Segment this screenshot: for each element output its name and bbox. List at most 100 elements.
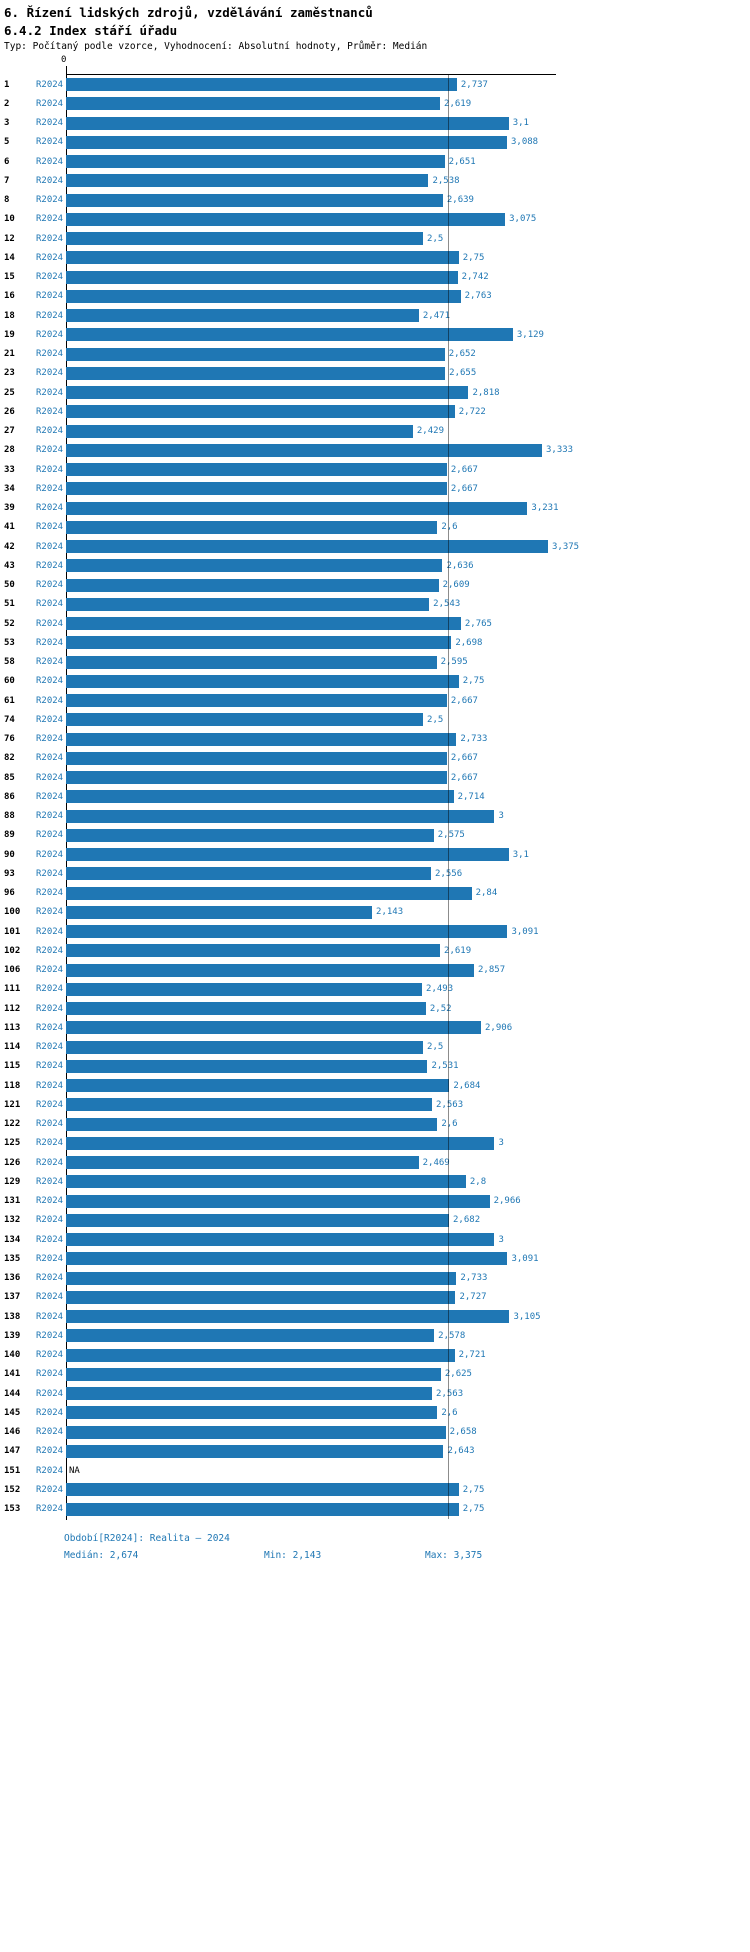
row-period-label: R2024 <box>36 1022 64 1033</box>
chart-subtitle: Typ: Počítaný podle vzorce, Vyhodnocení:… <box>4 41 428 52</box>
value-bar <box>66 1310 510 1323</box>
value-label: 2,742 <box>461 272 489 283</box>
axis-zero-label: 0 <box>61 55 67 65</box>
footer-min: Min: 2,143 <box>264 1550 322 1561</box>
row-id-label: 122 <box>4 1119 21 1130</box>
value-bar <box>66 520 438 534</box>
chart-row: 134 R2024 3 <box>0 1230 750 1249</box>
row-period-label: R2024 <box>36 926 64 937</box>
value-bar <box>66 1079 450 1092</box>
row-id-label: 53 <box>4 637 15 648</box>
value-bar <box>66 982 423 996</box>
value-label: 3,1 <box>512 849 529 860</box>
row-id-label: 93 <box>4 868 15 879</box>
row-id-label: 28 <box>4 445 15 456</box>
footer-period: Období[R2024]: Realita – 2024 <box>64 1533 230 1544</box>
row-period-label: R2024 <box>36 118 64 129</box>
row-id-label: 147 <box>4 1446 21 1457</box>
row-id-label: 126 <box>4 1157 21 1168</box>
row-period-label: R2024 <box>36 291 64 302</box>
value-bar <box>66 1387 433 1400</box>
chart-row: 50 R2024 2,609 <box>0 576 750 595</box>
row-period-label: R2024 <box>36 1119 64 1130</box>
axis-zero-tick <box>66 66 67 74</box>
row-id-label: 114 <box>4 1042 21 1053</box>
value-label: 2,652 <box>448 349 476 360</box>
chart-row: 58 R2024 2,595 <box>0 653 750 672</box>
row-id-label: 76 <box>4 734 15 745</box>
value-bar <box>66 944 441 958</box>
row-id-label: 8 <box>4 195 10 206</box>
chart-row: 121 R2024 2,563 <box>0 1095 750 1114</box>
value-bar <box>66 366 446 380</box>
value-bar <box>66 1444 444 1458</box>
chart-row: 101 R2024 3,091 <box>0 922 750 941</box>
row-id-label: 111 <box>4 984 21 995</box>
value-bar <box>66 1252 508 1266</box>
chart-row: 25 R2024 2,818 <box>0 383 750 402</box>
chart-row: 42 R2024 3,375 <box>0 537 750 556</box>
chart-row: 74 R2024 2,5 <box>0 710 750 729</box>
value-bar <box>66 905 373 919</box>
value-bar <box>66 1233 495 1246</box>
chart-row: 106 R2024 2,857 <box>0 961 750 980</box>
value-label: 2,493 <box>426 984 454 995</box>
chart-row: 15 R2024 2,742 <box>0 268 750 287</box>
row-id-label: 1 <box>4 79 10 90</box>
value-label: 2,857 <box>478 965 506 976</box>
value-bar <box>66 1367 441 1381</box>
value-label: 2,619 <box>444 98 472 109</box>
value-bar <box>66 713 424 727</box>
row-period-label: R2024 <box>36 1080 64 1091</box>
value-bar <box>66 174 429 188</box>
value-label: 2,429 <box>416 426 444 437</box>
row-period-label: R2024 <box>36 175 64 186</box>
row-period-label: R2024 <box>36 1311 64 1322</box>
value-label: 2,75 <box>462 676 485 687</box>
value-label: 3,075 <box>509 214 537 225</box>
row-id-label: 85 <box>4 772 15 783</box>
row-period-label: R2024 <box>36 1465 64 1476</box>
value-bar <box>66 193 443 207</box>
value-label: 3 <box>498 1234 504 1245</box>
value-label: 2,543 <box>433 599 461 610</box>
row-period-label: R2024 <box>36 1003 64 1014</box>
value-bar <box>66 347 445 361</box>
row-period-label: R2024 <box>36 984 64 995</box>
chart-row: 112 R2024 2,52 <box>0 999 750 1018</box>
row-period-label: R2024 <box>36 1484 64 1495</box>
chart-row: 145 R2024 2,6 <box>0 1403 750 1422</box>
value-label: 2,625 <box>444 1369 472 1380</box>
row-period-label: R2024 <box>36 1234 64 1245</box>
value-label: 2,609 <box>442 580 470 591</box>
value-label: 2,651 <box>448 156 476 167</box>
value-label: 3,375 <box>552 541 580 552</box>
row-period-label: R2024 <box>36 695 64 706</box>
value-label: 2,6 <box>441 1407 458 1418</box>
chart-row: 144 R2024 2,563 <box>0 1384 750 1403</box>
row-period-label: R2024 <box>36 599 64 610</box>
row-period-label: R2024 <box>36 1388 64 1399</box>
chart-row: 6 R2024 2,651 <box>0 152 750 171</box>
row-id-label: 102 <box>4 945 21 956</box>
chart-row: 96 R2024 2,84 <box>0 884 750 903</box>
chart-row: 86 R2024 2,714 <box>0 787 750 806</box>
chart-row: 131 R2024 2,966 <box>0 1192 750 1211</box>
chart-row: 43 R2024 2,636 <box>0 556 750 575</box>
chart-row: 100 R2024 2,143 <box>0 903 750 922</box>
value-label: 2,714 <box>457 791 485 802</box>
row-id-label: 51 <box>4 599 15 610</box>
chart-row: 18 R2024 2,471 <box>0 306 750 325</box>
row-id-label: 25 <box>4 387 15 398</box>
value-label: 2,471 <box>422 310 450 321</box>
row-period-label: R2024 <box>36 310 64 321</box>
row-id-label: 5 <box>4 137 10 148</box>
value-label: 2,643 <box>447 1446 475 1457</box>
row-id-label: 134 <box>4 1234 21 1245</box>
row-period-label: R2024 <box>36 406 64 417</box>
value-bar <box>66 597 430 611</box>
chart-row: 135 R2024 3,091 <box>0 1249 750 1268</box>
value-bar <box>66 1156 419 1169</box>
row-id-label: 33 <box>4 464 15 475</box>
value-label: 2,765 <box>464 618 492 629</box>
